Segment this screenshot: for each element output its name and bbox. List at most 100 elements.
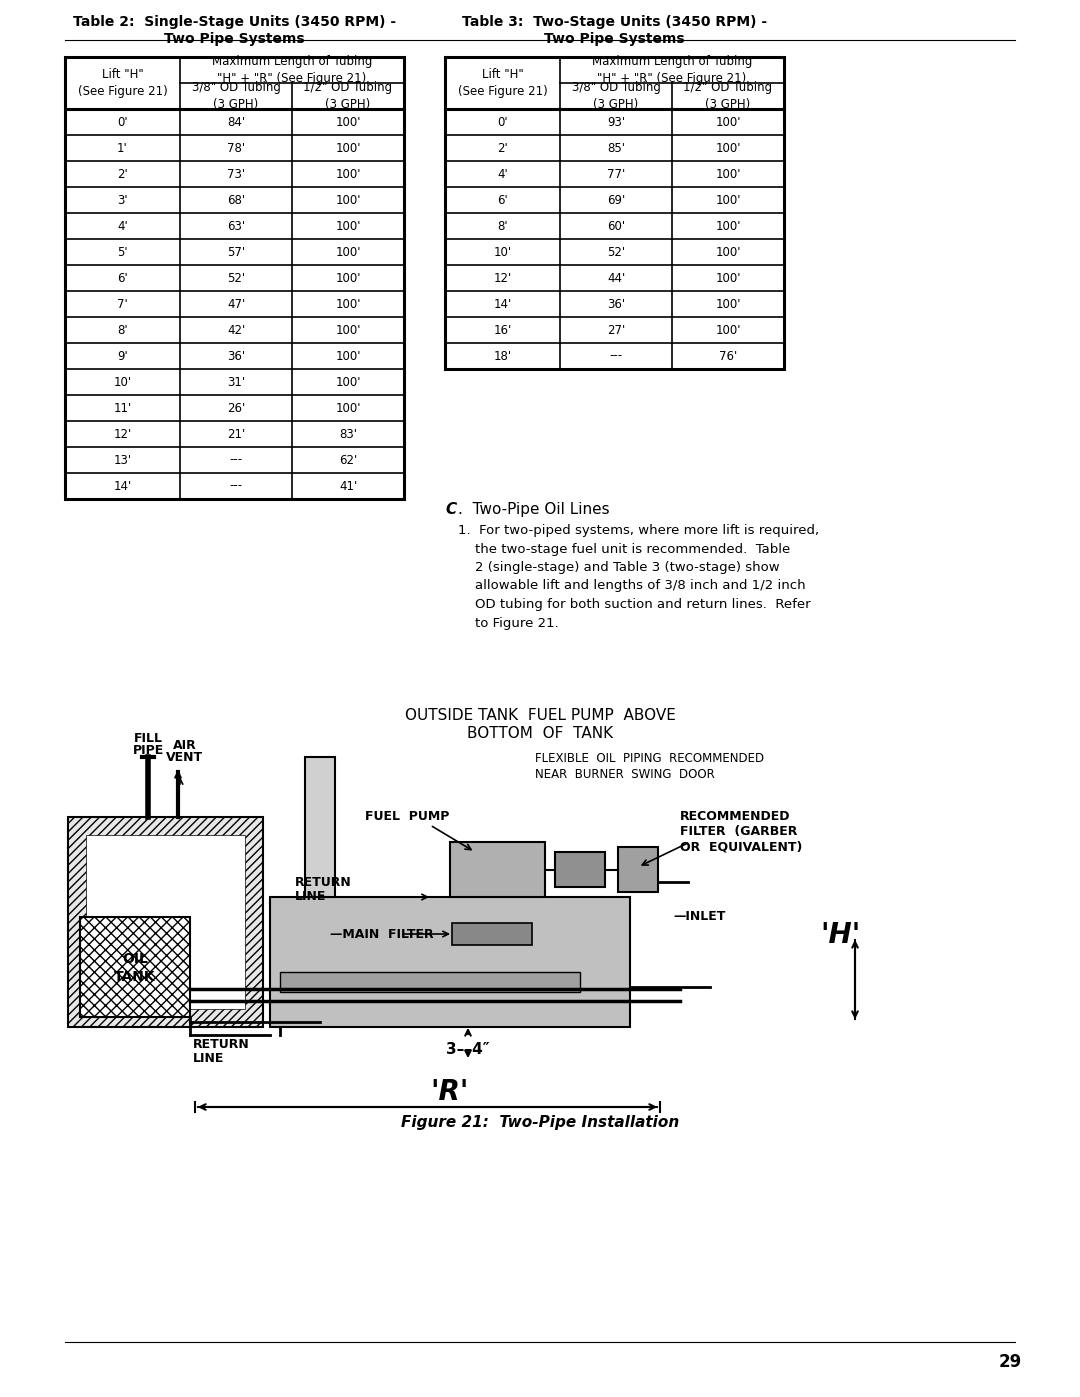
Text: 1/2" OD Tubing
(3 GPH): 1/2" OD Tubing (3 GPH) xyxy=(684,81,772,110)
Text: 8': 8' xyxy=(118,324,127,337)
Text: 3––4″: 3––4″ xyxy=(446,1042,490,1056)
Text: 100': 100' xyxy=(715,271,741,285)
Text: 44': 44' xyxy=(607,271,625,285)
Text: 26': 26' xyxy=(227,401,245,415)
Bar xyxy=(305,757,335,897)
Bar xyxy=(80,916,190,1017)
Text: 9': 9' xyxy=(117,349,127,362)
Text: VENT: VENT xyxy=(166,752,203,764)
Text: 100': 100' xyxy=(335,271,361,285)
Text: 27': 27' xyxy=(607,324,625,337)
Text: AIR: AIR xyxy=(173,739,197,752)
Text: 3': 3' xyxy=(118,194,127,207)
Text: FUEL  PUMP: FUEL PUMP xyxy=(365,810,449,823)
Text: Table 2:  Single-Stage Units (3450 RPM) -: Table 2: Single-Stage Units (3450 RPM) - xyxy=(73,15,396,29)
Text: LINE: LINE xyxy=(193,1052,225,1066)
Bar xyxy=(618,847,658,893)
Text: 100': 100' xyxy=(715,324,741,337)
Text: 100': 100' xyxy=(335,324,361,337)
Text: 77': 77' xyxy=(607,168,625,180)
Text: OUTSIDE TANK  FUEL PUMP  ABOVE: OUTSIDE TANK FUEL PUMP ABOVE xyxy=(405,707,675,722)
Text: 31': 31' xyxy=(227,376,245,388)
Text: 100': 100' xyxy=(715,141,741,155)
Text: 78': 78' xyxy=(227,141,245,155)
Text: FILTER  (GARBER: FILTER (GARBER xyxy=(680,826,797,838)
Text: 0': 0' xyxy=(497,116,508,129)
Bar xyxy=(280,972,580,992)
Text: 100': 100' xyxy=(335,168,361,180)
Text: 100': 100' xyxy=(335,141,361,155)
Text: Figure 21:  Two-Pipe Installation: Figure 21: Two-Pipe Installation xyxy=(401,1115,679,1130)
Text: Table 3:  Two-Stage Units (3450 RPM) -: Table 3: Two-Stage Units (3450 RPM) - xyxy=(462,15,767,29)
Text: 6': 6' xyxy=(117,271,127,285)
Text: 42': 42' xyxy=(227,324,245,337)
Text: 'R': 'R' xyxy=(431,1078,469,1106)
Bar xyxy=(453,923,532,944)
Text: 36': 36' xyxy=(227,349,245,362)
Text: 3/8" OD Tubing
(3 GPH): 3/8" OD Tubing (3 GPH) xyxy=(571,81,661,110)
Bar xyxy=(68,817,264,1027)
Text: ---: --- xyxy=(609,349,622,362)
Text: 12': 12' xyxy=(494,271,512,285)
Text: 100': 100' xyxy=(715,194,741,207)
Text: 100': 100' xyxy=(335,401,361,415)
Text: 52': 52' xyxy=(227,271,245,285)
Text: OIL: OIL xyxy=(122,951,148,965)
Text: C: C xyxy=(445,502,456,517)
Text: 73': 73' xyxy=(227,168,245,180)
Text: 6': 6' xyxy=(497,194,508,207)
Text: 14': 14' xyxy=(494,298,512,310)
Text: 47': 47' xyxy=(227,298,245,310)
Text: —MAIN  FILTER: —MAIN FILTER xyxy=(330,928,434,940)
Text: 76': 76' xyxy=(719,349,738,362)
Text: Maximum Length of Tubing
"H" + "R" (See Figure 21): Maximum Length of Tubing "H" + "R" (See … xyxy=(592,54,752,85)
Text: Two Pipe Systems: Two Pipe Systems xyxy=(544,32,685,46)
Text: 52': 52' xyxy=(607,246,625,258)
Text: Lift "H"
(See Figure 21): Lift "H" (See Figure 21) xyxy=(458,68,548,98)
Text: 100': 100' xyxy=(335,376,361,388)
Text: 68': 68' xyxy=(227,194,245,207)
Text: TANK: TANK xyxy=(114,970,156,983)
Bar xyxy=(445,57,784,369)
Text: 100': 100' xyxy=(715,298,741,310)
Text: OR  EQUIVALENT): OR EQUIVALENT) xyxy=(680,841,802,854)
Text: RETURN: RETURN xyxy=(193,1038,249,1052)
Text: 100': 100' xyxy=(335,246,361,258)
Text: 18': 18' xyxy=(494,349,512,362)
Text: 69': 69' xyxy=(607,194,625,207)
Text: 21': 21' xyxy=(227,427,245,440)
Text: PIPE: PIPE xyxy=(133,745,164,757)
Text: 100': 100' xyxy=(335,219,361,232)
Text: LINE: LINE xyxy=(295,890,326,902)
Text: 41': 41' xyxy=(339,479,357,493)
Text: 85': 85' xyxy=(607,141,625,155)
Text: 29: 29 xyxy=(998,1354,1022,1370)
Text: 1/2" OD Tubing
(3 GPH): 1/2" OD Tubing (3 GPH) xyxy=(303,81,392,110)
Text: 57': 57' xyxy=(227,246,245,258)
Text: 4': 4' xyxy=(117,219,127,232)
Text: 8': 8' xyxy=(497,219,508,232)
Text: 63': 63' xyxy=(227,219,245,232)
Text: 5': 5' xyxy=(118,246,127,258)
Text: 100': 100' xyxy=(335,194,361,207)
Text: 1.  For two-piped systems, where more lift is required,
    the two-stage fuel u: 1. For two-piped systems, where more lif… xyxy=(458,524,819,630)
Text: 2': 2' xyxy=(117,168,127,180)
Text: Two Pipe Systems: Two Pipe Systems xyxy=(164,32,305,46)
Text: 10': 10' xyxy=(494,246,512,258)
Text: ---: --- xyxy=(229,479,243,493)
Text: 100': 100' xyxy=(715,246,741,258)
Bar xyxy=(80,916,190,1017)
Bar xyxy=(270,897,630,1027)
Text: 83': 83' xyxy=(339,427,357,440)
Text: 93': 93' xyxy=(607,116,625,129)
Bar xyxy=(86,835,245,1009)
Text: 2': 2' xyxy=(497,141,508,155)
Text: 62': 62' xyxy=(339,454,357,467)
Text: .  Two-Pipe Oil Lines: . Two-Pipe Oil Lines xyxy=(458,502,609,517)
Text: —INLET: —INLET xyxy=(673,911,726,923)
Text: FLEXIBLE  OIL  PIPING  RECOMMENDED: FLEXIBLE OIL PIPING RECOMMENDED xyxy=(535,753,765,766)
Text: RECOMMENDED: RECOMMENDED xyxy=(680,810,791,823)
Text: 10': 10' xyxy=(113,376,132,388)
Text: BOTTOM  OF  TANK: BOTTOM OF TANK xyxy=(467,726,613,742)
Text: NEAR  BURNER  SWING  DOOR: NEAR BURNER SWING DOOR xyxy=(535,768,715,781)
